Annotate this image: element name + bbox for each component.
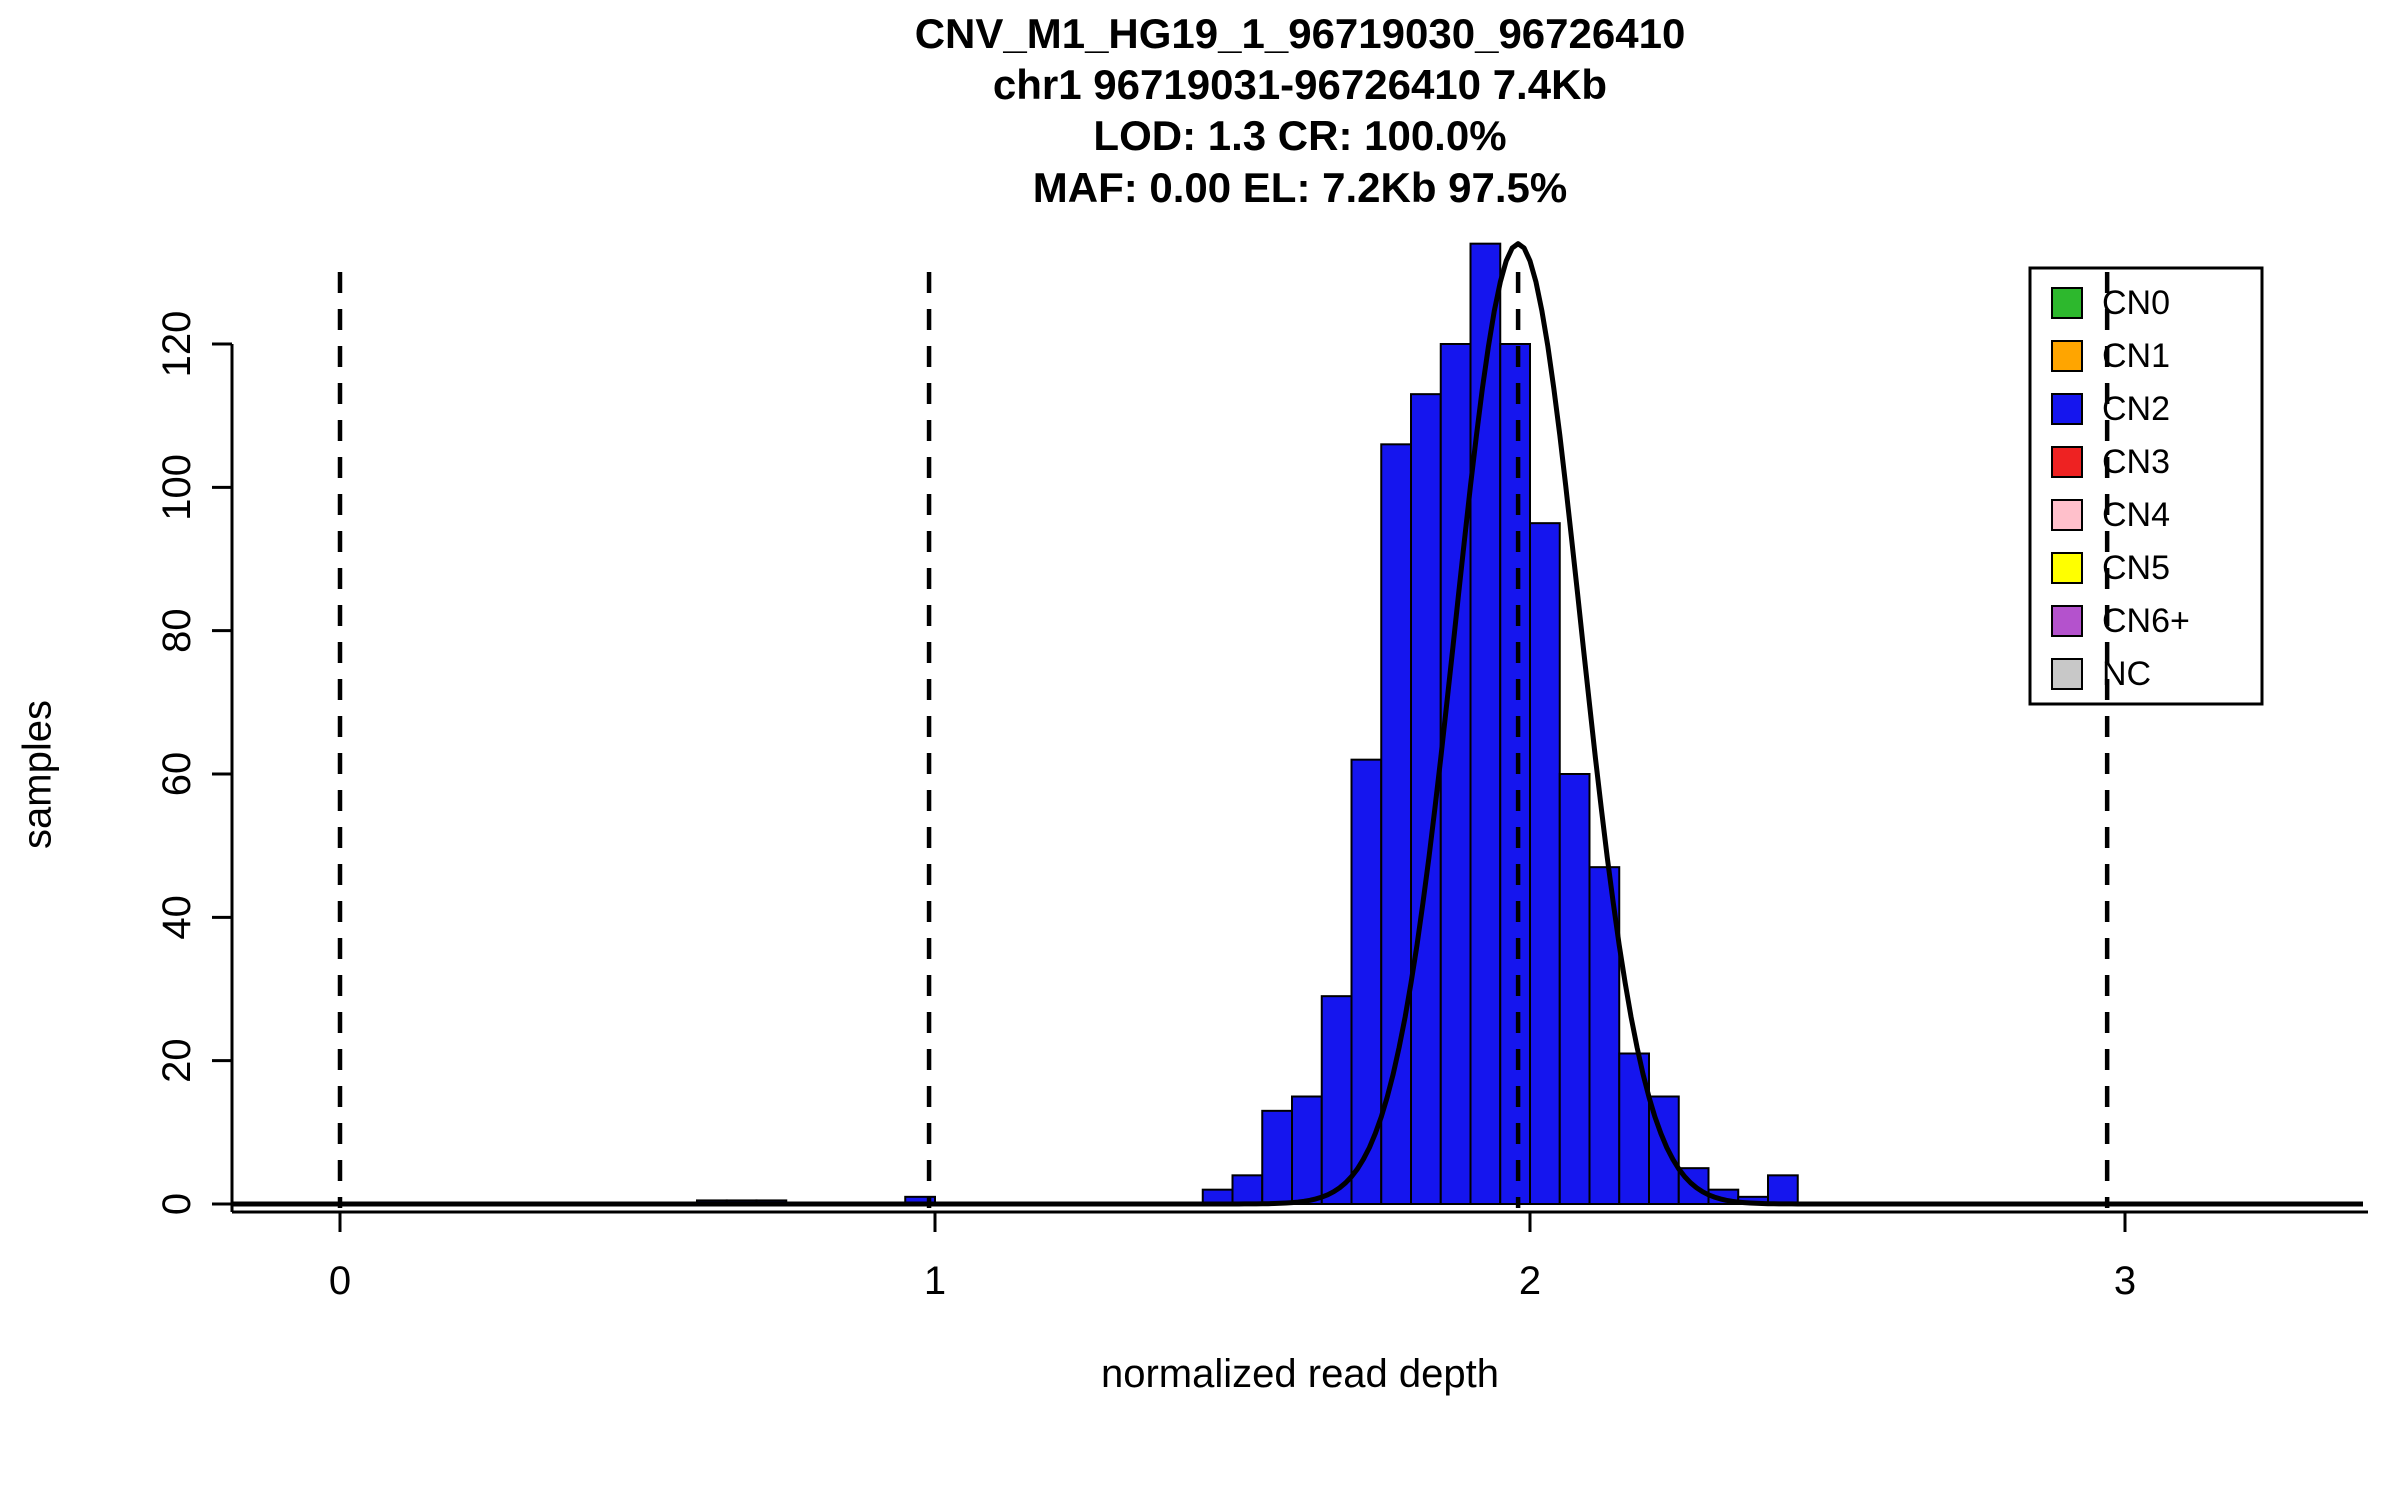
title-line-3: LOD: 1.3 CR: 100.0% <box>1093 112 1507 160</box>
x-tick-label: 3 <box>2114 1259 2136 1303</box>
histogram-bar <box>1231 1174 1264 1206</box>
legend-swatch-cn6plus <box>2051 605 2083 637</box>
histogram-bar <box>1469 242 1502 1206</box>
gaussian-fit-curve <box>232 241 2363 1207</box>
legend-swatch-cn4 <box>2051 499 2083 531</box>
y-tick-label: 80 <box>155 608 199 653</box>
histogram-bar <box>1499 342 1531 1206</box>
legend-swatch-cn1 <box>2051 340 2083 372</box>
histogram-bar <box>1350 758 1383 1205</box>
legend-swatch-cn0 <box>2051 287 2083 319</box>
y-tick-label: 120 <box>155 311 199 378</box>
x-tick-label: 0 <box>329 1259 351 1303</box>
histogram-bar <box>1558 772 1591 1205</box>
legend-swatch-cn3 <box>2051 446 2083 478</box>
legend-label-nc: NC <box>2102 655 2151 693</box>
histogram-bar <box>1380 443 1412 1206</box>
legend-label-cn1: CN1 <box>2102 337 2170 375</box>
y-tick-label: 60 <box>155 752 199 797</box>
title-line-4: MAF: 0.00 EL: 7.2Kb 97.5% <box>1032 163 1568 211</box>
x-tick-label: 2 <box>1519 1259 1541 1303</box>
legend-label-cn2: CN2 <box>2102 390 2170 428</box>
x-axis-label: normalized read depth <box>1100 1352 1500 1396</box>
legend-swatch-nc <box>2051 658 2083 690</box>
histogram-bar <box>1767 1174 1799 1206</box>
y-tick-label: 100 <box>155 454 199 521</box>
legend-label-cn6plus: CN6+ <box>2102 602 2190 640</box>
histogram-bar <box>1291 1095 1323 1206</box>
histogram-bar <box>1439 342 1472 1206</box>
y-axis-label: samples <box>15 700 60 849</box>
histogram-bar <box>1320 995 1353 1206</box>
legend-label-cn4: CN4 <box>2102 496 2170 534</box>
legend-swatch-cn2 <box>2051 393 2083 425</box>
legend-swatch-cn5 <box>2051 552 2083 584</box>
legend-label-cn5: CN5 <box>2102 549 2170 587</box>
plot-title: CNV_M1_HG19_1_96719030_96726410 chr1 967… <box>232 8 2368 213</box>
y-tick-label: 0 <box>155 1193 199 1215</box>
x-tick-label: 1 <box>924 1259 946 1303</box>
y-tick-label: 20 <box>155 1038 199 1083</box>
histogram-bar <box>1529 522 1561 1205</box>
histogram-bar <box>1261 1109 1293 1205</box>
legend-label-cn3: CN3 <box>2102 443 2170 481</box>
y-tick-label: 40 <box>155 895 199 940</box>
title-line-1: CNV_M1_HG19_1_96719030_96726410 <box>914 10 1686 57</box>
legend-label-cn0: CN0 <box>2102 284 2170 322</box>
title-line-2: chr1 96719031-96726410 7.4Kb <box>992 61 1608 109</box>
